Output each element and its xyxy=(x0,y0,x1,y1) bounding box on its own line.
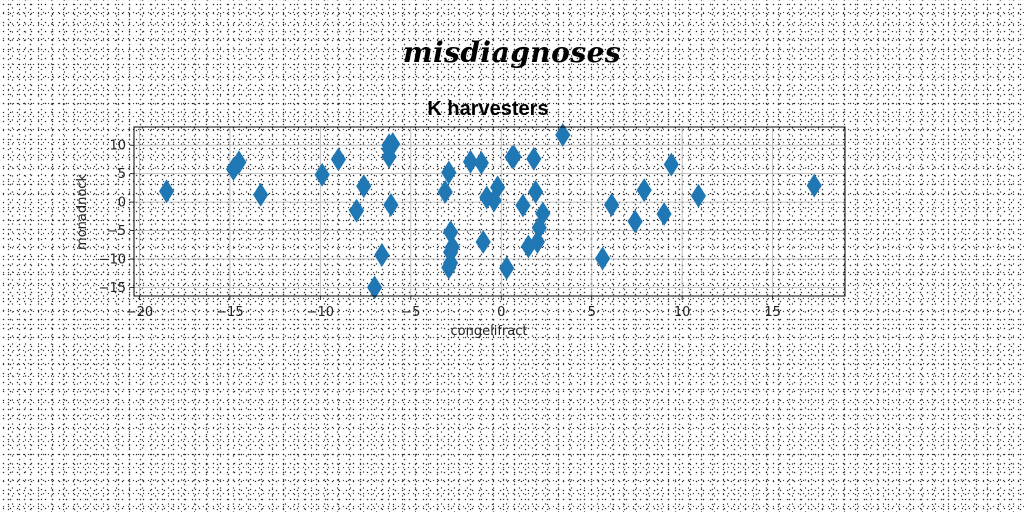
scatter-point xyxy=(531,215,547,240)
scatter-point xyxy=(515,193,531,218)
x-tick-label: 10 xyxy=(674,305,691,320)
y-tick-label: 0 xyxy=(118,196,126,211)
scatter-point xyxy=(383,193,399,217)
x-tick-label: −15 xyxy=(216,305,243,320)
scatter-point xyxy=(367,275,383,300)
scatter-point xyxy=(443,251,459,275)
scatter-point xyxy=(656,202,672,226)
scatter-point xyxy=(690,183,707,208)
x-tick-label: 15 xyxy=(764,305,781,320)
x-axis-label: congelifract xyxy=(451,324,528,339)
scatter-point xyxy=(437,179,453,204)
scatter-point xyxy=(385,132,401,157)
scatter-point xyxy=(529,230,546,254)
y-tick-label: −5 xyxy=(107,224,126,239)
chart-title: K harvesters xyxy=(427,98,548,120)
scatter-point xyxy=(253,182,269,207)
grid-lines xyxy=(134,127,845,296)
scatter-point xyxy=(490,175,506,200)
scatter-point xyxy=(330,147,347,172)
scatter-point xyxy=(475,230,491,254)
scatter-point xyxy=(806,173,822,198)
scatter-point xyxy=(374,243,390,267)
x-tick-label: −10 xyxy=(307,305,334,320)
x-tick-label: −20 xyxy=(126,305,153,320)
y-tick-label: −10 xyxy=(99,253,126,268)
scatter-point xyxy=(158,179,175,204)
scatter-point xyxy=(441,160,457,185)
x-tick-label: −5 xyxy=(401,305,420,320)
scatter-point xyxy=(594,246,611,271)
scatter-point xyxy=(663,152,679,177)
scatter-point xyxy=(499,256,515,281)
scatter-point xyxy=(348,198,365,223)
y-tick-label: 10 xyxy=(109,139,126,154)
scatter-point xyxy=(473,150,489,175)
scatter-point xyxy=(636,178,652,203)
scatter-point xyxy=(627,209,643,234)
scatter-point xyxy=(231,150,247,175)
plot-frame xyxy=(133,126,846,297)
data-points xyxy=(158,123,822,300)
scatter-point xyxy=(535,201,551,226)
scatter-point xyxy=(356,174,372,199)
scatter-point xyxy=(506,144,522,169)
y-axis-label: monadnock xyxy=(75,174,90,250)
scatter-point xyxy=(314,162,330,187)
scatter-point xyxy=(526,146,542,171)
header-title: misdiagnoses xyxy=(402,36,622,69)
x-tick-label: 5 xyxy=(588,305,596,320)
scatter-point xyxy=(604,193,620,217)
y-tick-label: −15 xyxy=(99,281,126,296)
y-tick-label: 5 xyxy=(118,167,126,182)
scatter-point xyxy=(528,179,544,204)
scatter-point xyxy=(462,149,479,174)
x-tick-label: 0 xyxy=(497,305,505,320)
scatter-point xyxy=(555,123,571,147)
